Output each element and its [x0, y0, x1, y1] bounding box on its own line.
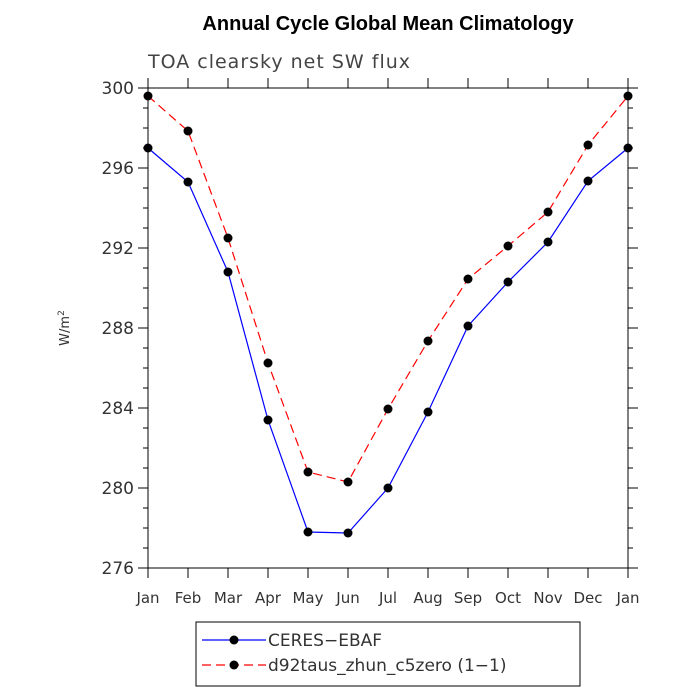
- chart-title: Annual Cycle Global Mean Climatology: [202, 13, 574, 35]
- series-1-point: [143, 143, 153, 153]
- series-1-point: [263, 415, 273, 425]
- y-tick-label: 284: [102, 399, 134, 419]
- legend-marker-1: [229, 635, 239, 645]
- y-axis-label-text: W/m: [58, 316, 73, 346]
- x-tick-label: Jan: [615, 589, 639, 607]
- series-2-point: [543, 207, 553, 217]
- series-2-point: [223, 233, 233, 243]
- plot-frame: [147, 87, 629, 569]
- plot-area: [147, 87, 629, 569]
- series-line-1: [147, 147, 629, 534]
- series-1-point: [303, 527, 313, 537]
- y-tick-label: 292: [102, 239, 134, 259]
- x-tick-label: Dec: [573, 589, 602, 607]
- x-tick-label: Mar: [214, 589, 243, 607]
- x-tick-label: Feb: [175, 589, 202, 607]
- series-2-point: [503, 241, 513, 251]
- y-tick-label: 276: [102, 559, 134, 579]
- series-1-point: [423, 407, 433, 417]
- series-2-point: [263, 358, 273, 368]
- series-1-point: [223, 267, 233, 277]
- y-tick-label: 288: [102, 319, 134, 339]
- series-layer: [143, 91, 633, 538]
- x-tick-label: Sep: [454, 589, 482, 607]
- y-axis-label: W/m2: [57, 310, 73, 346]
- series-1-point: [503, 277, 513, 287]
- x-tick-label: Oct: [495, 589, 521, 607]
- y-axis-label-superscript: 2: [57, 310, 67, 316]
- x-tick-label: Jan: [135, 589, 159, 607]
- series-1-point: [383, 483, 393, 493]
- series-1-point: [343, 528, 353, 538]
- series-2-point: [583, 140, 593, 150]
- series-2-point: [183, 126, 193, 136]
- x-tick-label: Aug: [413, 589, 442, 607]
- series-1-point: [623, 143, 633, 153]
- x-tick-label: Jun: [335, 589, 359, 607]
- series-line-2: [147, 95, 629, 483]
- y-tick-label: 296: [102, 159, 134, 179]
- y-tick-label: 280: [102, 479, 134, 499]
- series-2-point: [303, 467, 313, 477]
- series-2-point: [623, 91, 633, 101]
- x-tick-label: May: [292, 589, 323, 607]
- chart-subtitle: TOA clearsky net SW flux: [147, 51, 411, 73]
- series-1-point: [543, 237, 553, 247]
- series-1-point: [463, 321, 473, 331]
- y-axis: 276 280 284 288 292 296 300: [102, 79, 638, 579]
- legend-label-2: d92taus_zhun_c5zero (1−1): [268, 656, 507, 676]
- legend-label-1: CERES−EBAF: [268, 631, 382, 651]
- series-2-point: [423, 336, 433, 346]
- series-1-point: [583, 176, 593, 186]
- legend: CERES−EBAF d92taus_zhun_c5zero (1−1): [195, 621, 581, 687]
- x-tick-label: Apr: [255, 589, 282, 607]
- legend-marker-2: [229, 660, 239, 670]
- series-1-point: [183, 177, 193, 187]
- y-tick-label: 300: [102, 79, 134, 99]
- x-tick-label: Jul: [378, 589, 397, 607]
- x-tick-label: Nov: [533, 589, 562, 607]
- x-axis: Jan Feb Mar Apr May Jun Jul Aug Sep Oct Nov Dec Jan: [135, 78, 640, 607]
- series-2-point: [383, 404, 393, 414]
- series-2-point: [143, 91, 153, 101]
- series-2-point: [463, 274, 473, 284]
- legend-box: [195, 621, 581, 687]
- series-2-point: [343, 477, 353, 487]
